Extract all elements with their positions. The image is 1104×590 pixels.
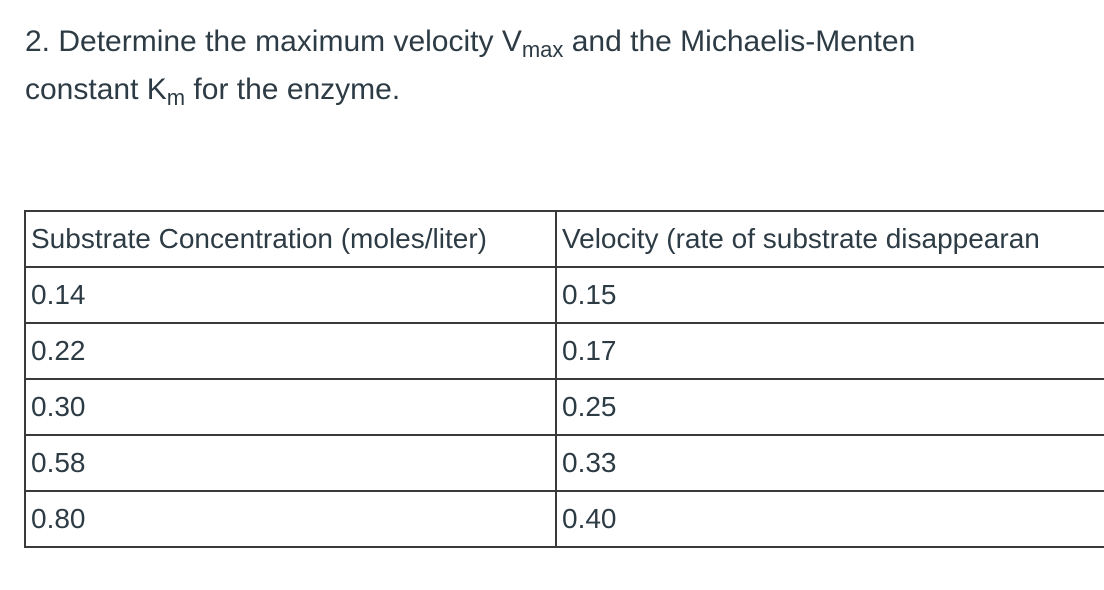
- cell-velocity: 0.25: [555, 378, 1104, 436]
- cell-concentration: 0.22: [24, 322, 557, 380]
- table-row: 0.30 0.25: [24, 378, 1104, 436]
- header-substrate-concentration: Substrate Concentration (moles/liter): [24, 210, 557, 268]
- data-table: Substrate Concentration (moles/liter) Ve…: [24, 210, 1104, 548]
- header-velocity: Velocity (rate of substrate disappearan: [555, 210, 1104, 268]
- cell-velocity: 0.40: [555, 490, 1104, 548]
- cell-concentration: 0.58: [24, 434, 557, 492]
- cell-velocity: 0.33: [555, 434, 1104, 492]
- question-line1-prefix: 2. Determine the maximum velocity V: [25, 25, 522, 58]
- question-line1-suffix: and the Michaelis-Menten: [563, 25, 916, 58]
- question-text: 2. Determine the maximum velocity Vmax a…: [25, 18, 1085, 114]
- vmax-subscript: max: [521, 37, 564, 62]
- question-line2-prefix: constant K: [25, 73, 167, 106]
- cell-velocity: 0.17: [555, 322, 1104, 380]
- question-line2-suffix: for the enzyme.: [185, 73, 401, 106]
- table-row: 0.58 0.33: [24, 434, 1104, 492]
- cell-concentration: 0.80: [24, 490, 557, 548]
- cell-concentration: 0.14: [24, 266, 557, 324]
- table-row: 0.14 0.15: [24, 266, 1104, 324]
- data-table-container: Substrate Concentration (moles/liter) Ve…: [24, 210, 1104, 562]
- cell-concentration: 0.30: [24, 378, 557, 436]
- cell-velocity: 0.15: [555, 266, 1104, 324]
- table-row: 0.22 0.17: [24, 322, 1104, 380]
- table-row: 0.80 0.40: [24, 490, 1104, 548]
- table-header-row: Substrate Concentration (moles/liter) Ve…: [24, 210, 1104, 268]
- km-subscript: m: [166, 85, 186, 110]
